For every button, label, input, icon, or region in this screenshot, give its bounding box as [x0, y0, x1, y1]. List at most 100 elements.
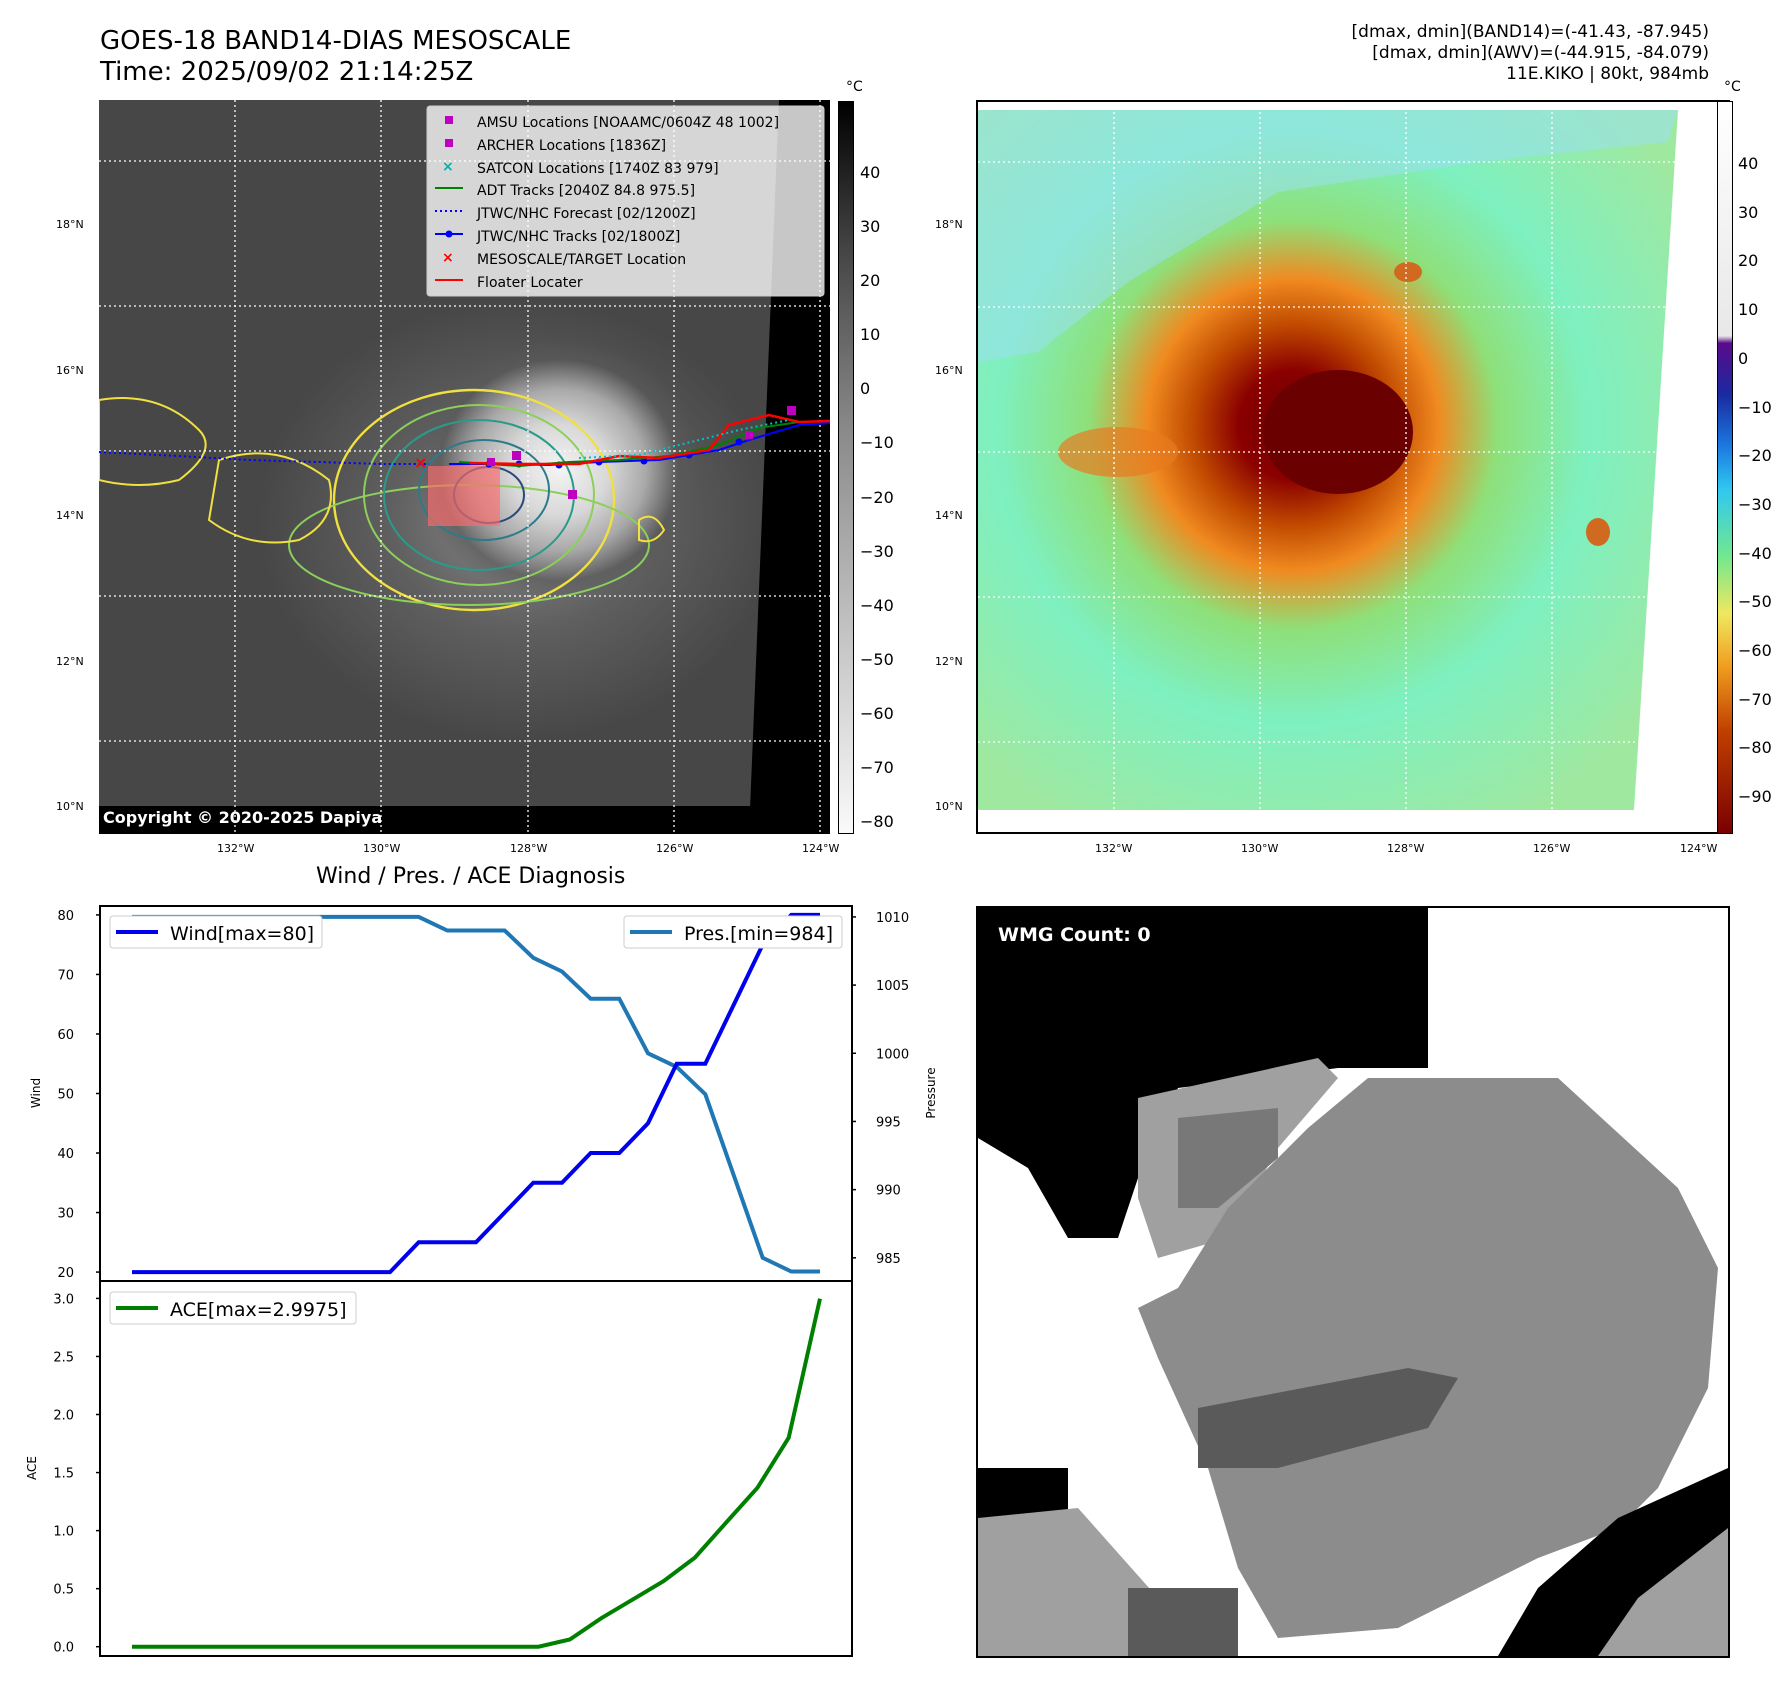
ace-tick-label: 3.0 [53, 1292, 74, 1307]
wind-legend-label: Wind[max=80] [170, 923, 314, 945]
ir-colorbar [838, 101, 854, 834]
lat-label: 16°N [56, 363, 84, 377]
lon-label: 132°W [1095, 842, 1133, 855]
legend-amsu: AMSU Locations [NOAAMC/0604Z 48 1002] [477, 115, 780, 131]
ace-legend-label: ACE[max=2.9975] [170, 1299, 347, 1321]
pressure-tick-label: 1005 [876, 979, 909, 994]
lat-label: 18°N [935, 218, 963, 231]
ir-map-panel: × × × AMSU Locations [NOAAMC/0604Z 48 10… [99, 100, 830, 834]
wind-tick-label: 60 [57, 1028, 74, 1043]
awv-tick: −20 [1738, 446, 1772, 466]
lon-label: 128°W [1387, 842, 1425, 855]
awv-tick: 10 [1738, 300, 1759, 320]
ace-tick-label: 0.5 [53, 1583, 74, 1598]
legend-forecast: JTWC/NHC Forecast [02/1200Z] [477, 206, 696, 223]
wind-tick-label: 70 [57, 968, 74, 983]
awv-tick: −10 [1738, 397, 1772, 417]
lon-label: 128°W [510, 842, 548, 855]
awv-tick: −60 [1738, 641, 1772, 661]
lon-label: 126°W [1533, 842, 1571, 855]
awv-lat-labels: 18°N 16°N 14°N 12°N 10°N [935, 152, 963, 880]
lon-label: 124°W [802, 842, 840, 855]
awv-tick: −40 [1738, 543, 1772, 563]
ace-axis-label: ACE [25, 1456, 39, 1480]
legend-adt: ADT Tracks [2040Z 84.8 975.5] [477, 183, 696, 200]
wind-axis-label: Wind [29, 1078, 43, 1108]
wind-tick-label: 50 [57, 1088, 74, 1103]
ace-frame [99, 1280, 853, 1657]
pres-legend-box [623, 915, 843, 949]
ir-tick: −20 [860, 487, 894, 507]
pressure-tick-label: 990 [876, 1184, 901, 1199]
wind-tick-label: 80 [57, 909, 74, 924]
ir-tick: 10 [860, 325, 881, 345]
ir-tick: −50 [860, 649, 894, 669]
diagnosis-title: Wind / Pres. / ACE Diagnosis [316, 864, 626, 889]
awv-tick: −50 [1738, 592, 1772, 612]
figure-title: GOES-18 BAND14-DIAS MESOSCALE Time: 2025… [100, 26, 571, 88]
lon-label: 130°W [363, 842, 401, 855]
legend-tracks: JTWC/NHC Tracks [02/1800Z] [477, 228, 681, 245]
awv-tick: 20 [1738, 251, 1759, 271]
ace-axis: 0.0 0.5 1.0 1.5 2.0 2.5 3.0 [53, 1292, 100, 1656]
pressure-axis: 985 990 995 1000 1005 1010 [852, 911, 909, 1267]
lon-label: 124°W [1680, 842, 1718, 855]
lat-label: 12°N [935, 654, 963, 668]
wind-legend-box [109, 915, 323, 949]
wmg-panel: WMG Count: 0 [976, 906, 1730, 1658]
lat-label: 14°N [56, 509, 84, 522]
awv-tick: −90 [1738, 787, 1772, 807]
ir-tick: −60 [860, 703, 894, 723]
ir-colorbar-ticks: 40 30 20 10 0 −10 −20 −30 −40 −50 −60 −7… [860, 146, 894, 849]
ir-tick: 40 [860, 163, 881, 182]
legend-target: MESOSCALE/TARGET Location [477, 251, 687, 268]
wind-axis: 20 30 40 50 60 70 80 [57, 909, 100, 1281]
wind-tick-label: 30 [57, 1207, 74, 1222]
lon-label: 130°W [1241, 842, 1279, 855]
awv-tick: 30 [1738, 202, 1759, 222]
ir-tick: −70 [860, 758, 894, 778]
wind-pressure-frame [99, 905, 853, 1282]
ir-tick: −40 [860, 595, 894, 615]
awv-map-panel [976, 100, 1730, 834]
awv-colorbar [1717, 101, 1733, 834]
lon-label: 126°W [656, 842, 694, 855]
ir-tick: −10 [860, 433, 894, 453]
pressure-tick-label: 1010 [876, 911, 909, 926]
copyright-label: Copyright © 2020-2025 Dapiya [103, 808, 383, 827]
awv-colorbar-unit: °C [1724, 79, 1741, 95]
awv-range: [dmax, dmin](AWV)=(-44.915, -84.079) [1372, 43, 1709, 63]
awv-tick: 0 [1738, 348, 1749, 368]
ir-lat-labels: 18°N 16°N 14°N 12°N 10°N [56, 152, 84, 880]
wmg-count-label: WMG Count: 0 [992, 922, 1157, 948]
map-legend: AMSU Locations [NOAAMC/0604Z 48 1002] AR… [477, 112, 779, 294]
lat-label: 12°N [56, 654, 84, 668]
legend-satcon: SATCON Locations [1740Z 83 979] [477, 160, 719, 177]
awv-tick: −80 [1738, 738, 1772, 758]
svg-text:×: × [442, 250, 454, 266]
legend-floater: Floater Locater [477, 274, 583, 291]
dmax-dmin-info: [dmax, dmin](BAND14)=(-41.43, -87.945) [… [1352, 22, 1709, 85]
lat-label: 14°N [935, 509, 963, 522]
wind-series-line [132, 912, 820, 1275]
lon-label: 132°W [217, 842, 255, 855]
product-title: GOES-18 BAND14-DIAS MESOSCALE [100, 26, 572, 56]
ir-tick: 0 [860, 379, 871, 399]
ir-tick: 20 [860, 271, 881, 291]
pressure-tick-label: 985 [876, 1252, 901, 1267]
lat-label: 10°N [56, 800, 84, 813]
awv-tick: 40 [1738, 154, 1759, 173]
observation-time: Time: 2025/09/02 21:14:25Z [100, 57, 474, 87]
ir-tick: −30 [860, 541, 894, 561]
ace-tick-label: 1.5 [53, 1467, 74, 1482]
ace-legend-box [109, 1291, 357, 1325]
lat-label: 10°N [935, 800, 963, 813]
wind-tick-label: 40 [57, 1147, 74, 1162]
ace-tick-label: 1.0 [53, 1525, 74, 1540]
ace-tick-label: 0.0 [53, 1641, 74, 1656]
awv-tick: −30 [1738, 494, 1772, 514]
awv-tick: −70 [1738, 689, 1772, 709]
pressure-tick-label: 995 [876, 1115, 901, 1130]
ace-tick-label: 2.0 [53, 1409, 74, 1424]
